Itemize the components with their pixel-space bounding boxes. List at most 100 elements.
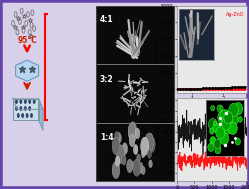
Point: [231, 88, 235, 91]
Circle shape: [22, 113, 24, 118]
Point: [187, 88, 190, 91]
Circle shape: [138, 163, 143, 173]
Circle shape: [133, 159, 140, 176]
Circle shape: [148, 136, 155, 153]
Circle shape: [130, 127, 136, 142]
Point: [184, 88, 187, 91]
Point: [233, 88, 237, 91]
Point: [239, 86, 243, 89]
Circle shape: [141, 167, 145, 174]
Point: [242, 88, 246, 91]
Point: [219, 88, 223, 91]
Point: [178, 88, 182, 91]
Point: [195, 87, 199, 90]
Circle shape: [122, 155, 126, 165]
Circle shape: [20, 106, 22, 111]
Circle shape: [142, 151, 145, 158]
Circle shape: [26, 113, 28, 118]
Point: [216, 86, 220, 89]
Circle shape: [145, 133, 153, 152]
Circle shape: [17, 113, 19, 118]
Circle shape: [117, 136, 120, 143]
Polygon shape: [39, 99, 43, 130]
Circle shape: [141, 137, 149, 155]
Point: [213, 88, 217, 91]
Circle shape: [117, 145, 125, 163]
Point: [181, 88, 185, 91]
Circle shape: [15, 99, 17, 104]
Text: 1:4: 1:4: [100, 133, 113, 142]
Point: [239, 88, 243, 91]
Text: 4:1: 4:1: [100, 15, 113, 24]
Point: [236, 86, 240, 89]
Circle shape: [29, 99, 31, 104]
Point: [207, 87, 211, 90]
Circle shape: [149, 160, 152, 168]
X-axis label: E (V/μm): E (V/μm): [201, 102, 222, 108]
Point: [225, 86, 229, 89]
Point: [198, 88, 202, 91]
Polygon shape: [13, 99, 39, 120]
Point: [195, 88, 199, 91]
Circle shape: [146, 142, 151, 152]
Circle shape: [122, 143, 127, 154]
Point: [210, 87, 214, 90]
Point: [233, 86, 237, 89]
Point: [207, 88, 211, 91]
Point: [231, 86, 235, 89]
Circle shape: [132, 161, 135, 168]
Point: [210, 88, 214, 91]
Circle shape: [24, 106, 26, 111]
Circle shape: [135, 128, 140, 139]
Circle shape: [133, 145, 138, 154]
Point: [204, 88, 208, 91]
Circle shape: [115, 132, 119, 141]
Circle shape: [15, 106, 17, 111]
Circle shape: [112, 161, 120, 179]
Point: [222, 88, 226, 91]
Point: [175, 88, 179, 91]
Circle shape: [33, 99, 35, 104]
Point: [181, 88, 185, 91]
Point: [213, 87, 217, 90]
Point: [228, 88, 232, 91]
Circle shape: [127, 159, 133, 173]
Point: [189, 88, 193, 91]
Point: [236, 88, 240, 91]
Point: [192, 87, 196, 90]
Circle shape: [129, 122, 136, 138]
Point: [198, 87, 202, 90]
Text: 95°C: 95°C: [17, 36, 37, 45]
Circle shape: [115, 156, 120, 166]
Polygon shape: [16, 60, 39, 81]
Circle shape: [24, 99, 26, 104]
Polygon shape: [13, 99, 43, 109]
Circle shape: [129, 134, 135, 147]
Circle shape: [117, 133, 121, 143]
Point: [225, 88, 229, 91]
Text: Ag-ZnO: Ag-ZnO: [226, 12, 245, 17]
Point: [201, 88, 205, 91]
Point: [219, 86, 223, 89]
Circle shape: [148, 133, 153, 143]
Text: 3:2: 3:2: [100, 75, 113, 84]
Y-axis label: Current (nA): Current (nA): [156, 125, 161, 155]
Circle shape: [112, 137, 120, 155]
Point: [216, 88, 220, 91]
Point: [228, 86, 232, 89]
Circle shape: [148, 150, 151, 158]
Circle shape: [30, 113, 33, 118]
Point: [204, 87, 208, 90]
Point: [242, 86, 246, 89]
Point: [178, 88, 182, 91]
Point: [184, 88, 187, 91]
Circle shape: [128, 123, 137, 142]
Point: [222, 86, 226, 89]
Y-axis label: J (μA/cm²): J (μA/cm²): [154, 37, 159, 61]
Point: [175, 88, 179, 91]
Point: [189, 87, 193, 90]
Circle shape: [29, 106, 31, 111]
Point: [201, 87, 205, 90]
Circle shape: [20, 99, 22, 104]
Circle shape: [128, 123, 136, 139]
